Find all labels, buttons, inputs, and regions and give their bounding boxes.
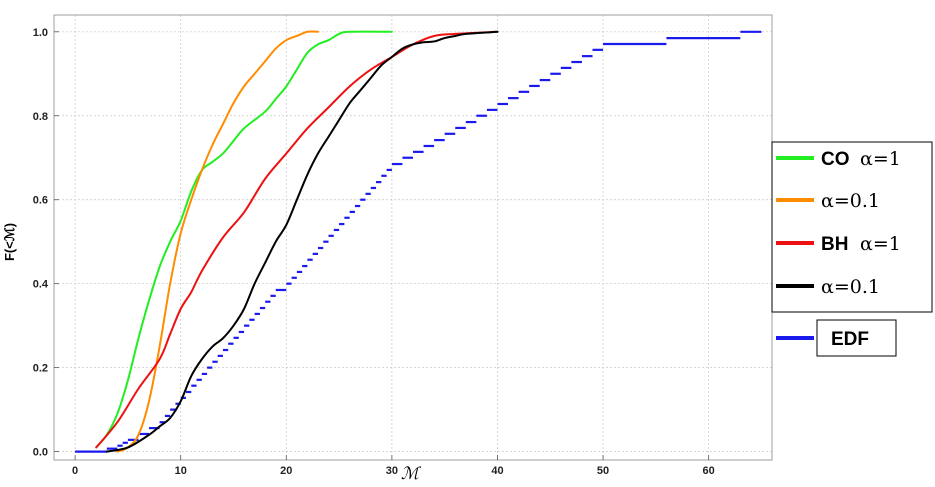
series-2-bh-1 bbox=[95, 30, 499, 449]
y-tick-label: 0.0 bbox=[33, 447, 48, 459]
series-line-bh-1 bbox=[95, 30, 499, 449]
y-tick-label: 0.8 bbox=[33, 111, 48, 123]
x-axis-title: ℳ bbox=[401, 464, 422, 484]
y-tick-label: 0.6 bbox=[33, 195, 48, 207]
legend-label-prefix: EDF bbox=[831, 329, 869, 350]
series-4-edf bbox=[75, 30, 762, 453]
legend-label-prefix: CO bbox=[821, 149, 850, 170]
series-line-0-1 bbox=[105, 30, 499, 453]
legend-edf-box bbox=[816, 319, 897, 357]
y-axis-title: F(<ℳ) bbox=[2, 223, 17, 261]
x-tick-label: 20 bbox=[280, 465, 292, 477]
legend: CO α=1 α=0.1 BH α=1 α=0.1 EDF bbox=[771, 141, 933, 357]
series-1-0-1 bbox=[116, 30, 319, 453]
x-tick-label: 50 bbox=[597, 465, 609, 477]
x-tick-label: 40 bbox=[491, 465, 503, 477]
x-tick-label: 10 bbox=[175, 465, 187, 477]
legend-label-param: α=0.1 bbox=[821, 190, 880, 212]
legend-label-param: α=1 bbox=[860, 233, 901, 255]
series-line-0-1 bbox=[116, 30, 319, 453]
y-tick-label: 1.0 bbox=[33, 27, 48, 39]
y-tick-label: 0.4 bbox=[33, 279, 49, 291]
legend-box bbox=[771, 141, 933, 313]
x-tick-label: 60 bbox=[703, 465, 715, 477]
legend-label-prefix: BH bbox=[821, 234, 848, 255]
axis-ticks: 0 10 20 30 40 50 60 0.0 0.2 0.4 0.6 0.8 1.0 bbox=[33, 27, 715, 477]
series-3-0-1 bbox=[105, 30, 499, 453]
series-0-co-1 bbox=[95, 30, 393, 449]
x-tick-label: 30 bbox=[386, 465, 398, 477]
legend-label-param: α=0.1 bbox=[821, 276, 880, 298]
y-tick-label: 0.2 bbox=[33, 363, 48, 375]
series-line-co-1 bbox=[95, 30, 393, 449]
series-layer bbox=[75, 30, 762, 453]
x-tick-label: 0 bbox=[72, 465, 78, 477]
legend-label-param: α=1 bbox=[860, 148, 901, 170]
